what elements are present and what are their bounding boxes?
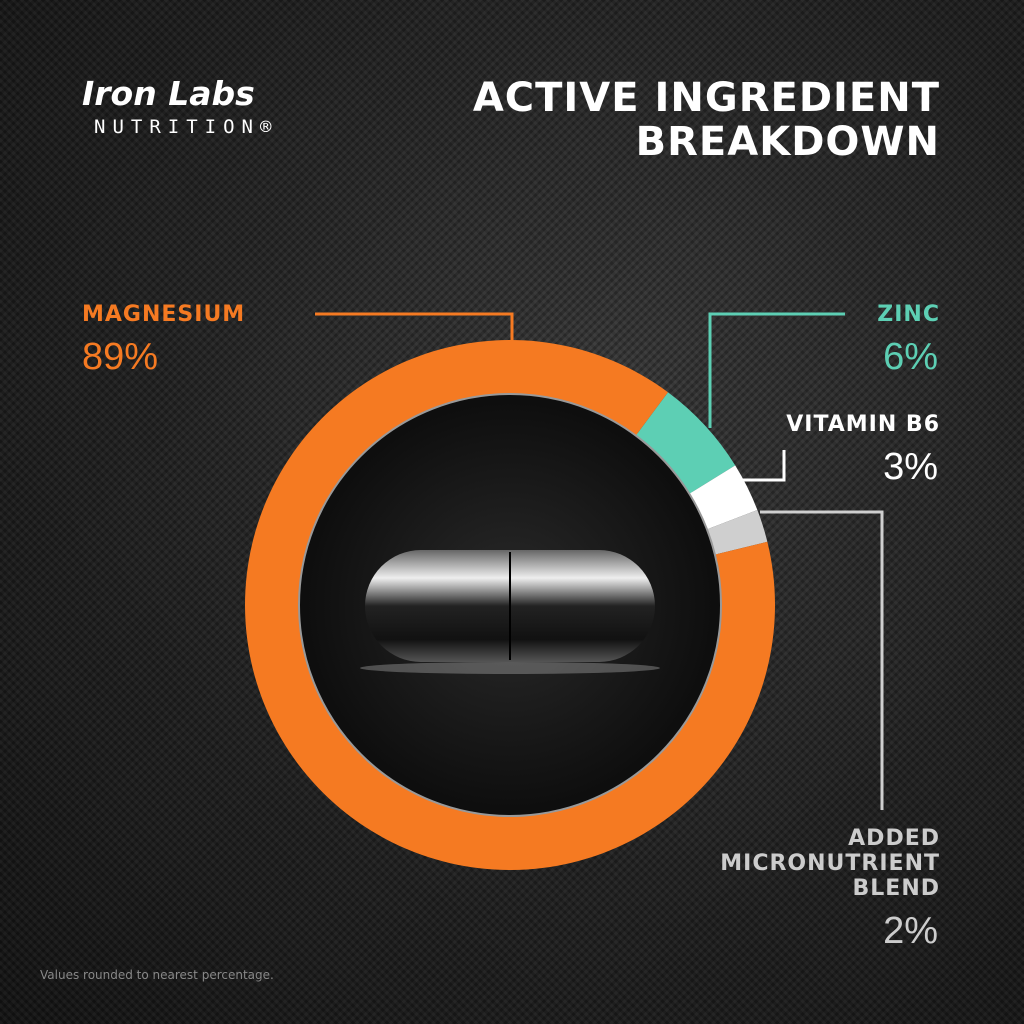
slice-zinc (636, 392, 736, 494)
leader-added-blend (760, 510, 884, 810)
title-line-1: ACTIVE INGREDIENT (472, 75, 940, 121)
capsule-shadow (360, 662, 660, 674)
label-zinc: ZINC (877, 302, 940, 327)
brand-sub: NUTRITION® (94, 116, 279, 138)
label-vitamin-b6: VITAMIN B6 (786, 412, 940, 437)
page-title: ACTIVE INGREDIENT BREAKDOWN (473, 76, 940, 164)
leader-vitamin-b6 (740, 450, 786, 482)
value-added-blend: 2% (883, 910, 938, 952)
leader-magnesium (315, 312, 514, 342)
leader-zinc (708, 312, 845, 428)
brand-logo: Iron Labs (82, 74, 255, 113)
value-magnesium: 89% (82, 336, 159, 378)
title-line-2: BREAKDOWN (635, 119, 940, 165)
label-magnesium: MAGNESIUM (82, 302, 246, 327)
label-added-blend: ADDED MICRONUTRIENT BLEND (720, 826, 940, 901)
value-zinc: 6% (883, 336, 938, 378)
value-vitamin-b6: 3% (883, 446, 938, 488)
footnote: Values rounded to nearest percentage. (40, 968, 274, 982)
slice-added-micronutrient-blend (707, 510, 768, 555)
